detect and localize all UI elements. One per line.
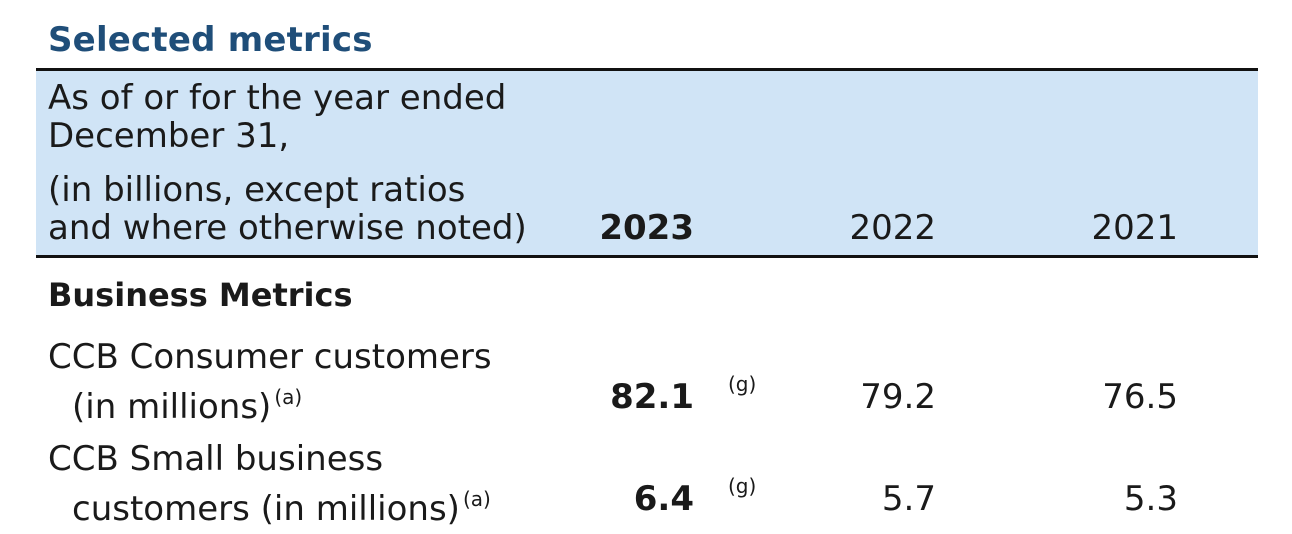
page-title: Selected metrics [48, 20, 373, 60]
row-label-text: (in millions) [72, 387, 272, 427]
footnote-marker: (g) [728, 474, 757, 498]
cell-2021: 5.3 [1123, 479, 1178, 519]
row-label-line-2: customers (in millions) (a) [72, 480, 491, 528]
header-units-line-1: (in billions, except ratios [48, 170, 466, 210]
cell-2022: 5.7 [881, 479, 936, 519]
cell-2023: 82.1 [610, 377, 694, 417]
row-label-line-2: (in millions) (a) [72, 378, 302, 426]
cell-2022: 79.2 [860, 377, 936, 417]
footnote-marker: (a) [462, 487, 491, 511]
footnote-marker: (g) [728, 372, 757, 396]
header-units-line-2: and where otherwise noted) [48, 208, 527, 248]
header-period-line-2: December 31, [48, 116, 290, 156]
table-header: As of or for the year ended December 31,… [36, 68, 1258, 258]
row-label-line-1: CCB Consumer customers [48, 337, 492, 377]
header-period-line-1: As of or for the year ended [48, 78, 507, 118]
section-heading: Business Metrics [48, 276, 353, 314]
header-year-2023: 2023 [599, 208, 694, 248]
footnote-marker: (a) [274, 385, 303, 409]
header-year-2021: 2021 [1091, 208, 1178, 248]
cell-2021: 76.5 [1102, 377, 1178, 417]
row-label-line-1: CCB Small business [48, 439, 384, 479]
cell-2023: 6.4 [633, 479, 694, 519]
row-label-text: customers (in millions) [72, 489, 460, 529]
header-year-2022: 2022 [849, 208, 936, 248]
